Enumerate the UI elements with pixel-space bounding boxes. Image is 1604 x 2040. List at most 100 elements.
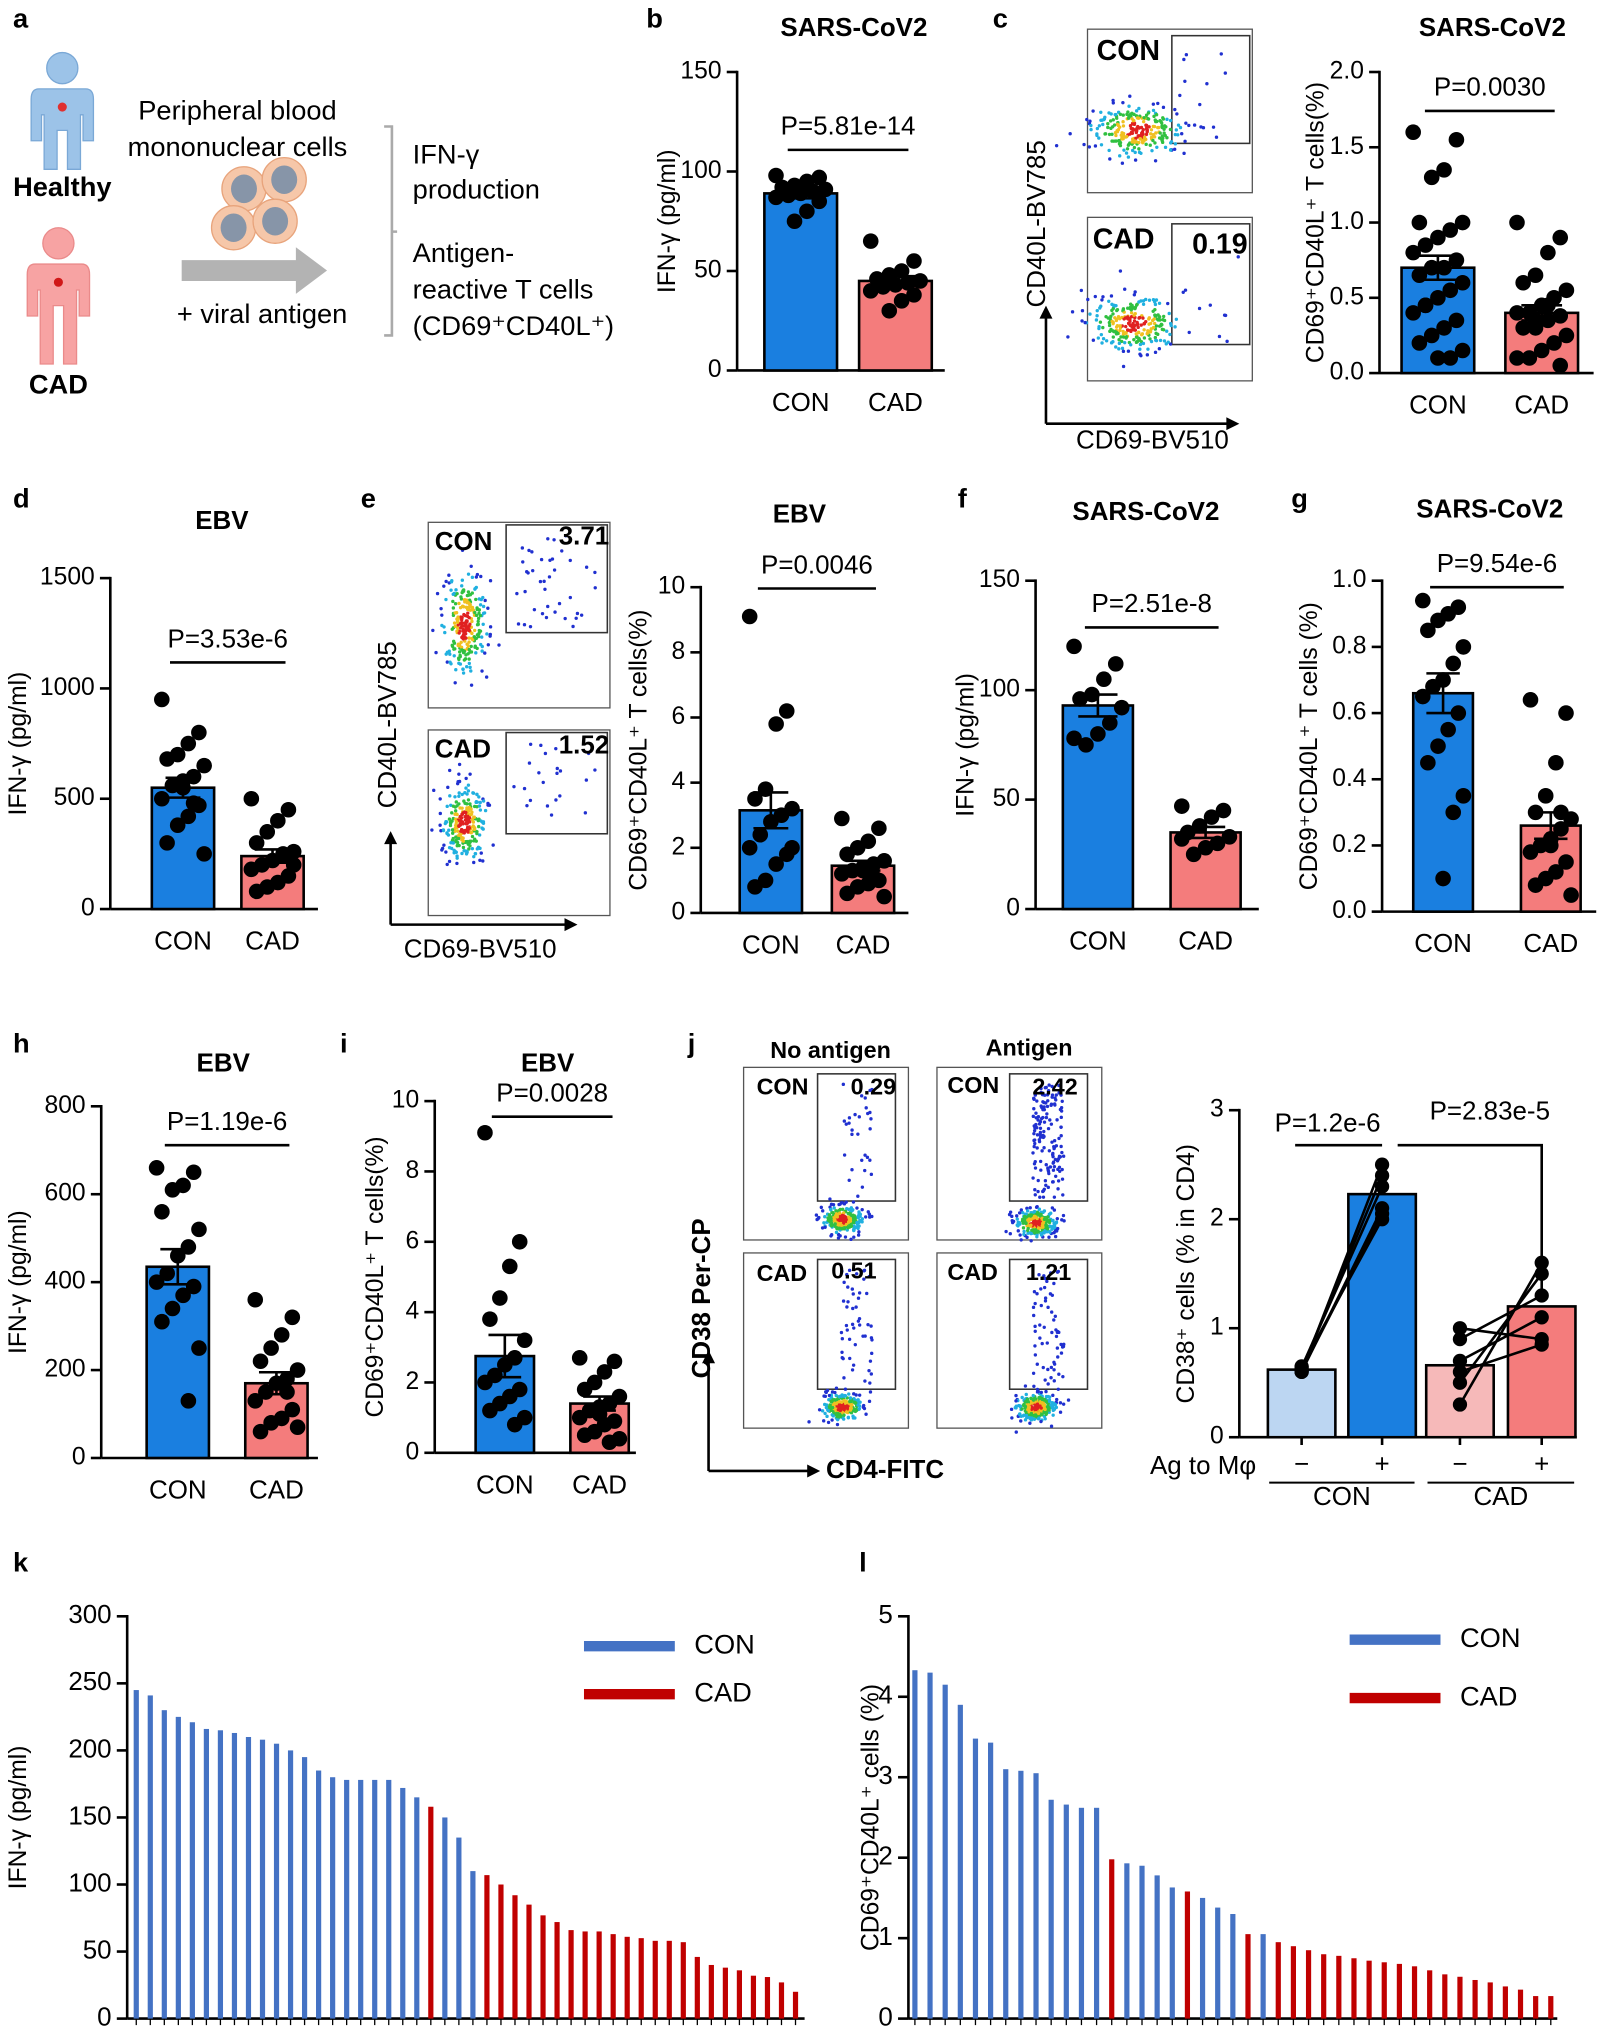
event-dot: [1039, 1168, 1043, 1172]
data-point: [1522, 844, 1539, 860]
event-dot: [1039, 1287, 1043, 1291]
data-point: [1553, 821, 1569, 837]
event-dot: [863, 1096, 867, 1100]
event-dot: [1046, 1305, 1050, 1310]
data-point: [1445, 804, 1462, 821]
event-dot: [522, 786, 527, 791]
event-dot: [1051, 1151, 1055, 1156]
y-tick-label: 300: [68, 1601, 111, 1629]
event-dot: [460, 578, 465, 582]
data-point: [248, 835, 265, 851]
y-tick-label: 6: [405, 1227, 419, 1254]
y-tick-label: 8: [671, 638, 685, 665]
data-point: [159, 835, 175, 851]
x-tick-label: +: [1375, 1451, 1390, 1479]
event-dot: [1024, 1392, 1028, 1397]
event-dot: [823, 1215, 827, 1219]
event-dot: [1037, 1139, 1042, 1144]
event-dot: [851, 1292, 855, 1296]
bar: [1245, 1934, 1251, 2019]
event-dot: [460, 792, 464, 797]
bar: [638, 1938, 644, 2019]
event-dot: [477, 611, 481, 615]
event-dot: [837, 1202, 841, 1207]
data-point: [180, 1239, 197, 1255]
event-dot: [1037, 1404, 1042, 1408]
event-dot: [1046, 1088, 1051, 1093]
data-point: [248, 883, 265, 900]
y-tick-label: 200: [45, 1356, 86, 1383]
data-point: [284, 1401, 301, 1418]
data-point: [284, 1309, 301, 1326]
event-dot: [1033, 1231, 1037, 1235]
event-dot: [472, 860, 476, 865]
y-axis-label: CD69⁺CD40L⁺ cells (%): [858, 1684, 885, 1951]
data-point: [1527, 804, 1544, 821]
event-dot: [450, 627, 454, 631]
event-dot: [863, 1153, 867, 1157]
event-dot: [1180, 132, 1184, 136]
event-dot: [830, 1405, 835, 1410]
data-point: [1553, 804, 1569, 821]
y-tick-label: 150: [68, 1802, 111, 1830]
event-dot: [432, 788, 436, 793]
event-dot: [457, 601, 461, 606]
event-dot: [1040, 1412, 1044, 1416]
data-point: [1442, 350, 1459, 366]
event-dot: [481, 859, 485, 863]
data-point: [1515, 274, 1531, 291]
event-dot: [1052, 1281, 1056, 1286]
data-point: [1221, 829, 1238, 845]
event-dot: [850, 1168, 854, 1172]
event-dot: [1166, 340, 1170, 344]
event-dot: [1085, 117, 1089, 122]
event-dot: [1054, 1174, 1058, 1178]
event-dot: [1138, 347, 1142, 351]
event-dot: [1048, 1230, 1052, 1234]
event-dot: [857, 1291, 862, 1295]
data-point: [1509, 350, 1525, 366]
event-dot: [1066, 1398, 1071, 1402]
event-dot: [1128, 317, 1132, 321]
event-dot: [479, 574, 483, 579]
event-dot: [1112, 329, 1116, 334]
event-dot: [469, 564, 473, 568]
bar: [1033, 1773, 1039, 2019]
event-dot: [1047, 1171, 1051, 1176]
data-point: [511, 1233, 528, 1250]
event-dot: [472, 854, 476, 859]
event-dot: [1118, 154, 1122, 158]
event-dot: [442, 584, 446, 588]
event-dot: [1148, 330, 1153, 334]
event-dot: [1149, 135, 1154, 140]
data-point: [164, 1300, 181, 1317]
bar: [189, 1722, 195, 2019]
y-tick-label: 4: [405, 1298, 419, 1325]
event-dot: [1147, 317, 1151, 321]
event-dot: [1041, 1221, 1045, 1226]
x-tick-label: CAD: [245, 928, 300, 956]
event-dot: [835, 1422, 840, 1427]
event-dot: [868, 1127, 872, 1131]
event-dot: [472, 628, 477, 633]
y-tick-label: 4: [671, 768, 685, 795]
bar: [386, 1779, 392, 2019]
event-dot: [458, 806, 462, 810]
data-point: [786, 213, 803, 230]
data-point: [1540, 312, 1556, 329]
event-dot: [1160, 121, 1164, 125]
event-dot: [844, 1200, 848, 1204]
event-dot: [1038, 1195, 1042, 1199]
event-dot: [1117, 338, 1121, 342]
event-dot: [1054, 1334, 1059, 1339]
event-dot: [1042, 1100, 1046, 1105]
event-dot: [478, 808, 483, 812]
event-dot: [476, 818, 480, 823]
gate-percent: 0.29: [851, 1073, 896, 1099]
bar: [972, 1738, 979, 2019]
y-tick-label: 0.6: [1332, 699, 1366, 726]
event-dot: [1097, 326, 1101, 331]
event-dot: [842, 1408, 846, 1412]
x-tick-label: CON: [149, 1477, 207, 1505]
event-dot: [820, 1409, 825, 1413]
